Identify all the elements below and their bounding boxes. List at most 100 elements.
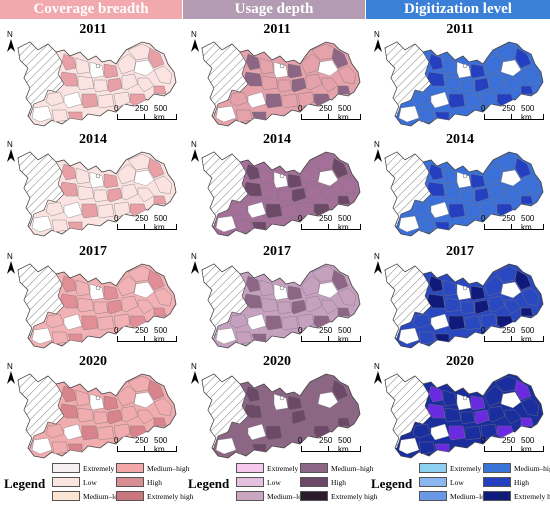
- scale-label-500: 500 km: [338, 436, 352, 454]
- scale-label-250: 250: [135, 326, 149, 335]
- north-label: N: [7, 362, 13, 371]
- region-map: [384, 263, 544, 349]
- legend-label: Low: [450, 477, 464, 487]
- legend-label: Medium–high: [514, 463, 550, 473]
- legend-label: Medium–low: [83, 491, 124, 501]
- legend-swatch: [52, 477, 80, 488]
- north-arrow-icon: N: [4, 362, 18, 388]
- scale-label-500: 500 km: [521, 436, 535, 454]
- region-map: [201, 263, 361, 349]
- legend-usage: Legend Extremely low Low Medium–low Medium–…: [188, 458, 377, 506]
- region-map: [384, 373, 544, 459]
- scale-label-500: 500 km: [154, 104, 168, 122]
- legend-label: Extremely high: [514, 491, 550, 501]
- legend-swatch: [52, 491, 80, 502]
- legend-label: High: [331, 477, 346, 487]
- north-label: N: [374, 252, 380, 261]
- legend-item: Low: [419, 476, 464, 488]
- legend-item: High: [483, 476, 529, 488]
- legend-item: Medium–high: [116, 462, 190, 474]
- map-panel: 2017 N 0 250 500 km: [371, 242, 549, 354]
- scale-label-0: 0: [114, 436, 119, 445]
- scale-label-250: 250: [502, 104, 516, 113]
- scale-label-500: 500 km: [521, 104, 535, 122]
- legend-label: Low: [83, 477, 97, 487]
- legend-swatch: [419, 463, 447, 474]
- legend-item: Extremely low: [52, 462, 127, 474]
- north-arrow-icon: N: [371, 30, 385, 56]
- north-arrow-icon: N: [4, 30, 18, 56]
- north-label: N: [374, 140, 380, 149]
- region-map: [17, 151, 177, 237]
- legend-item: Extremely low: [236, 462, 312, 474]
- scale-label-250: 250: [319, 214, 333, 223]
- scale-label-0: 0: [298, 104, 303, 113]
- legend-label: Extremely high: [331, 491, 378, 501]
- legend-swatch: [116, 491, 144, 502]
- north-arrow-icon: N: [371, 252, 385, 278]
- scale-label-0: 0: [298, 214, 303, 223]
- map-panel: 2017 N 0 250 500 km: [188, 242, 366, 354]
- legend-item: Medium–high: [483, 462, 550, 474]
- region-map: [384, 151, 544, 237]
- legend-item: Low: [236, 476, 281, 488]
- scale-label-500: 500 km: [154, 214, 168, 232]
- scale-label-0: 0: [298, 436, 303, 445]
- north-label: N: [7, 252, 13, 261]
- legend-label: Low: [267, 477, 281, 487]
- scale-label-250: 250: [135, 436, 149, 445]
- legend-label: High: [147, 477, 162, 487]
- map-panel: 2014 N 0 250 500 km: [4, 130, 182, 242]
- map-panel: 2014 N 0 250 500 km: [188, 130, 366, 242]
- north-label: N: [191, 30, 197, 39]
- legend-label: Extremely high: [147, 491, 194, 501]
- scale-bar: 0 250 500 km: [298, 326, 362, 352]
- header-usage-depth: Usage depth: [183, 0, 365, 19]
- north-label: N: [374, 30, 380, 39]
- scale-bar: 0 250 500 km: [114, 214, 178, 240]
- header-coverage-breadth: Coverage breadth: [0, 0, 182, 19]
- north-arrow-icon: N: [188, 140, 202, 166]
- year-label: 2017: [263, 244, 291, 259]
- legend-swatch: [483, 463, 511, 474]
- legend-swatch: [300, 463, 328, 474]
- year-label: 2017: [79, 244, 107, 259]
- legend-item: Extremely high: [483, 490, 550, 502]
- north-arrow-icon: N: [188, 362, 202, 388]
- year-label: 2011: [263, 22, 291, 37]
- north-arrow-icon: N: [188, 252, 202, 278]
- north-label: N: [191, 362, 197, 371]
- legend-swatch: [483, 491, 511, 502]
- year-label: 2020: [263, 354, 291, 369]
- year-label: 2020: [79, 354, 107, 369]
- scale-label-0: 0: [481, 436, 486, 445]
- legend-title: Legend: [371, 476, 413, 491]
- legend-item: Medium–low: [236, 490, 307, 502]
- legend-item: Medium–high: [300, 462, 374, 474]
- legend-swatch: [300, 477, 328, 488]
- scale-label-0: 0: [481, 104, 486, 113]
- scale-label-250: 250: [319, 436, 333, 445]
- region-map: [384, 41, 544, 127]
- legend-swatch: [419, 477, 447, 488]
- scale-label-500: 500 km: [521, 326, 535, 344]
- legend-swatch: [236, 477, 264, 488]
- year-label: 2020: [446, 354, 474, 369]
- map-panel: 2020 N 0 250 500 km: [371, 352, 549, 464]
- legend-title: Legend: [4, 476, 46, 491]
- year-label: 2011: [446, 22, 474, 37]
- legend-label: Extremely low: [267, 463, 312, 473]
- legend-swatch: [116, 477, 144, 488]
- scale-bar: 0 250 500 km: [481, 326, 545, 352]
- map-panel: 2011 N 0 250 500 km: [188, 20, 366, 132]
- north-label: N: [7, 140, 13, 149]
- year-label: 2014: [263, 132, 291, 147]
- map-panel: 2020 N 0 250 500 km: [188, 352, 366, 464]
- legend-title: Legend: [188, 476, 230, 491]
- north-label: N: [374, 362, 380, 371]
- north-label: N: [191, 252, 197, 261]
- legend-swatch: [419, 491, 447, 502]
- legend-label: Extremely low: [450, 463, 495, 473]
- legend-swatch: [483, 477, 511, 488]
- north-label: N: [7, 30, 13, 39]
